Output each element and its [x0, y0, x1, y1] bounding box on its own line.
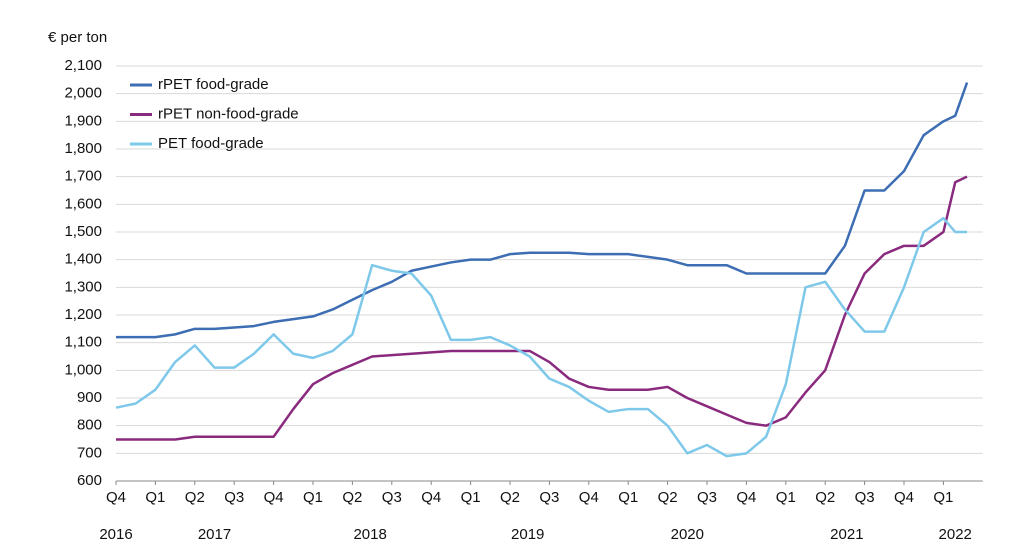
x-tick-label: Q3: [224, 489, 244, 506]
x-tick-label: Q3: [539, 489, 559, 506]
y-tick-label: 800: [77, 417, 102, 434]
x-tick-label: Q1: [618, 489, 638, 506]
y-tick-label: 1,200: [64, 306, 102, 323]
y-tick-label: 1,300: [64, 278, 102, 295]
y-tick-label: 1,700: [64, 168, 102, 185]
series-line: [115, 216, 968, 458]
year-label: 2022: [939, 526, 972, 543]
x-tick-label: Q4: [894, 489, 914, 506]
y-tick-label: 1,800: [64, 140, 102, 157]
legend-label: rPET food-grade: [158, 76, 269, 93]
series-line: [116, 82, 969, 339]
y-tick-label: 600: [77, 472, 102, 489]
x-tick-label: Q3: [382, 489, 402, 506]
x-tick-label: Q2: [500, 489, 520, 506]
x-tick-label: Q1: [461, 489, 481, 506]
x-tick-label: Q4: [264, 489, 284, 506]
x-tick-label: Q1: [145, 489, 165, 506]
x-tick-label: Q2: [658, 489, 678, 506]
y-tick-label: 2,100: [64, 57, 102, 74]
x-tick-label: Q4: [106, 489, 126, 506]
y-tick-label: 1,100: [64, 334, 102, 351]
y-tick-label: 2,000: [64, 85, 102, 102]
year-label: 2016: [99, 526, 132, 543]
y-tick-label: 1,600: [64, 195, 102, 212]
year-label: 2018: [353, 526, 386, 543]
y-tick-label: 700: [77, 444, 102, 461]
x-tick-label: Q1: [303, 489, 323, 506]
y-tick-label: 1,500: [64, 223, 102, 240]
year-label: 2017: [198, 526, 231, 543]
year-label: 2019: [511, 526, 544, 543]
x-tick-label: Q2: [185, 489, 205, 506]
year-label: 2021: [830, 526, 863, 543]
y-tick-label: 1,900: [64, 112, 102, 129]
x-tick-label: Q1: [933, 489, 953, 506]
y-tick-label: 1,400: [64, 251, 102, 268]
x-tick-label: Q4: [736, 489, 756, 506]
series-line: [116, 175, 968, 441]
x-tick-label: Q2: [815, 489, 835, 506]
x-tick-label: Q3: [697, 489, 717, 506]
legend-label: rPET non-food-grade: [158, 105, 299, 122]
year-label: 2020: [671, 526, 704, 543]
legend-label: PET food-grade: [158, 135, 264, 152]
x-tick-label: Q4: [579, 489, 599, 506]
x-tick-label: Q4: [421, 489, 441, 506]
y-tick-label: 900: [77, 389, 102, 406]
x-tick-label: Q1: [776, 489, 796, 506]
y-axis-label: € per ton: [48, 29, 107, 46]
x-tick-label: Q3: [855, 489, 875, 506]
x-tick-label: Q2: [342, 489, 362, 506]
y-tick-label: 1,000: [64, 361, 102, 378]
